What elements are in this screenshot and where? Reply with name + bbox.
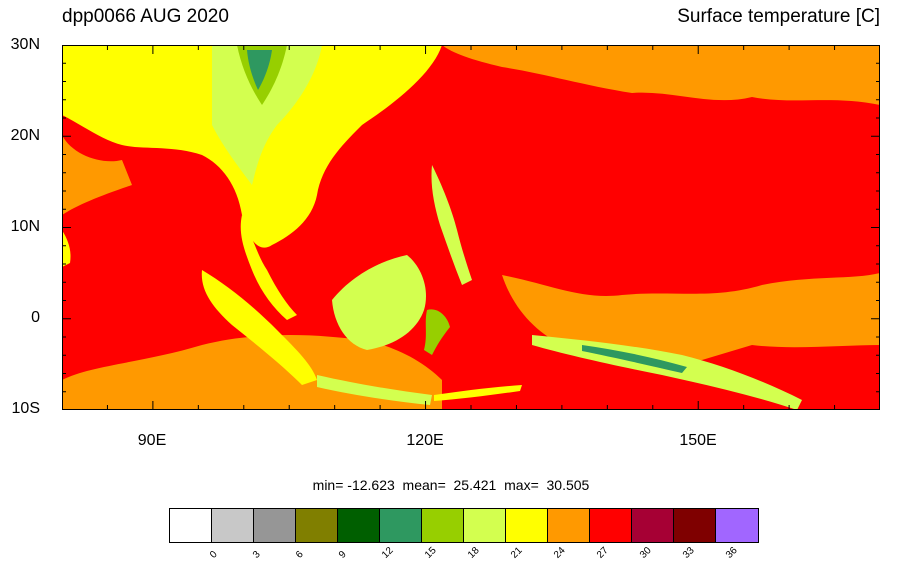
ocean-warm-east xyxy=(502,273,880,362)
land-western-coast xyxy=(62,230,71,267)
colorbar-tick-label: 3 xyxy=(251,549,263,561)
land-highlands-dark xyxy=(247,50,272,90)
ocean-warm-west xyxy=(62,135,132,215)
map-title-left: dpp0066 AUG 2020 xyxy=(62,6,229,27)
lon-label-150e: 150E xyxy=(679,432,717,449)
colorbar-tick-label: 9 xyxy=(337,549,349,561)
colorbar-swatch xyxy=(338,509,380,542)
lat-label-10s: 10S xyxy=(11,400,40,417)
colorbar-swatch xyxy=(422,509,464,542)
colorbar-tick-label: 12 xyxy=(380,545,396,561)
colorbar-tick-label: 30 xyxy=(638,545,654,561)
colorbar-tick-label: 15 xyxy=(423,545,439,561)
colorbar-swatch xyxy=(464,509,506,542)
land-philippines xyxy=(431,165,472,285)
land-borneo xyxy=(332,255,427,350)
colorbar-swatch xyxy=(674,509,716,542)
colorbar-swatch xyxy=(212,509,254,542)
colorbar-swatch xyxy=(296,509,338,542)
land-new-guinea-highlands xyxy=(582,345,687,373)
colorbar-swatch xyxy=(506,509,548,542)
land-indochina-lime xyxy=(212,45,322,185)
lat-label-10n: 10N xyxy=(10,218,40,235)
lon-label-120e: 120E xyxy=(406,432,444,449)
colorbar-tick-label: 36 xyxy=(724,545,740,561)
surface-temperature-map xyxy=(62,45,880,410)
colorbar-tick-label: 6 xyxy=(294,549,306,561)
colorbar-tick-label: 21 xyxy=(509,545,525,561)
ocean-warm-north xyxy=(442,45,880,105)
lon-label-90e: 90E xyxy=(137,432,167,449)
colorbar-swatch xyxy=(548,509,590,542)
colorbar-swatch xyxy=(716,509,758,542)
land-malay-peninsula xyxy=(240,215,297,320)
land-sulawesi xyxy=(424,309,450,355)
colorbar-swatch xyxy=(254,509,296,542)
lat-label-0: 0 xyxy=(31,309,40,326)
map-title-right: Surface temperature [C] xyxy=(677,6,880,27)
colorbar-tick-label: 27 xyxy=(595,545,611,561)
lat-label-20n: 20N xyxy=(10,127,40,144)
statistics-line: min= -12.623 mean= 25.421 max= 30.505 xyxy=(312,477,590,493)
land-sumatra xyxy=(201,270,317,385)
colorbar-tick-label: 33 xyxy=(681,545,697,561)
colorbar-swatch xyxy=(170,509,212,542)
colorbar xyxy=(169,508,759,543)
colorbar-tick-label: 18 xyxy=(466,545,482,561)
land-lesser-sunda xyxy=(434,385,522,401)
colorbar-swatch xyxy=(590,509,632,542)
colorbar-tick-label: 0 xyxy=(208,549,220,561)
colorbar-swatch xyxy=(380,509,422,542)
land-java xyxy=(317,375,432,405)
colorbar-swatch xyxy=(632,509,674,542)
lat-label-30n: 30N xyxy=(10,36,40,53)
colorbar-tick-label: 24 xyxy=(552,545,568,561)
